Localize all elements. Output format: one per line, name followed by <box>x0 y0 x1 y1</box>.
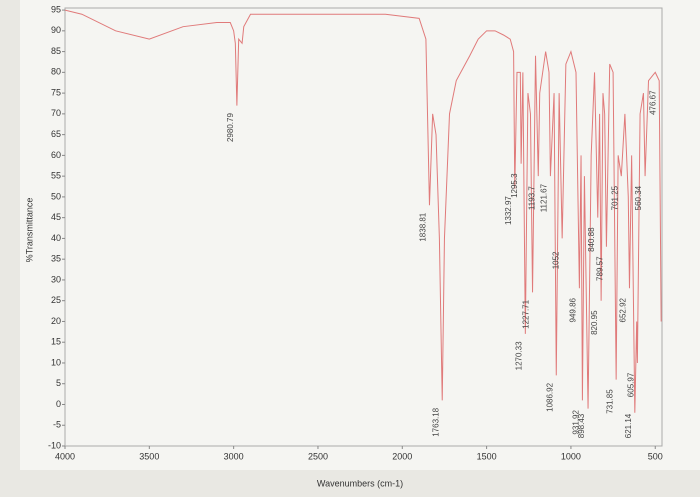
x-tick-label: 1000 <box>561 451 581 461</box>
y-tick-label: 40 <box>51 233 61 243</box>
peak-label: 621.14 <box>624 413 633 438</box>
y-tick-label: 80 <box>51 67 61 77</box>
peak-label: 1086.92 <box>545 382 554 411</box>
peak-label: 560.34 <box>634 185 643 210</box>
peak-label: 1270.33 <box>514 341 523 370</box>
x-axis-label: Wavenumbers (cm-1) <box>317 478 403 488</box>
peak-label: 789.57 <box>596 256 605 281</box>
peak-label: 949.86 <box>568 297 577 322</box>
peak-label: 898.43 <box>577 413 586 438</box>
peak-label: 701.25 <box>610 185 619 210</box>
y-tick-label: -5 <box>53 420 61 430</box>
peak-label: 476.67 <box>648 90 657 115</box>
y-tick-label: 75 <box>51 87 61 97</box>
paper <box>20 0 700 470</box>
y-tick-label: 95 <box>51 4 61 14</box>
plot-frame <box>64 7 663 447</box>
y-tick-label: 45 <box>51 212 61 222</box>
peak-label: 820.95 <box>590 310 599 335</box>
y-tick-label: 55 <box>51 171 61 181</box>
peak-label: 840.88 <box>587 227 596 252</box>
peak-label: 1838.81 <box>419 212 428 241</box>
y-tick-label: 25 <box>51 295 61 305</box>
x-tick-label: 500 <box>648 451 663 461</box>
peak-label: 1052 <box>551 251 560 269</box>
peak-label: 652.92 <box>619 297 628 322</box>
peak-label: 605.97 <box>626 372 635 397</box>
y-tick-label: -10 <box>48 440 61 450</box>
y-tick-label: 65 <box>51 129 61 139</box>
x-tick-label: 4000 <box>55 451 75 461</box>
y-tick-label: 20 <box>51 316 61 326</box>
y-axis-label: %Transmittance <box>24 198 34 263</box>
peak-label: 1121.67 <box>540 183 549 212</box>
y-tick-label: 70 <box>51 108 61 118</box>
peak-label: 1332.97 <box>504 196 513 225</box>
spectrum-line <box>64 9 662 413</box>
peak-label: 1763.18 <box>431 407 440 436</box>
x-tick-label: 1500 <box>477 451 497 461</box>
y-tick-label: 85 <box>51 46 61 56</box>
y-tick-label: 15 <box>51 337 61 347</box>
y-tick-label: 30 <box>51 274 61 284</box>
peak-label: 1193.7 <box>527 186 536 210</box>
peak-label: 731.85 <box>605 389 614 414</box>
peak-label: 931.92 <box>572 410 581 435</box>
x-tick-label: 3500 <box>139 451 159 461</box>
y-tick-label: 90 <box>51 25 61 35</box>
y-tick-label: 10 <box>51 357 61 367</box>
y-tick-label: 5 <box>56 378 61 388</box>
x-tick-label: 2000 <box>392 451 412 461</box>
peak-label: 2980.79 <box>226 113 235 142</box>
y-tick-label: 0 <box>56 399 61 409</box>
x-tick-label: 2500 <box>308 451 328 461</box>
y-tick-label: 60 <box>51 150 61 160</box>
peak-label: 1227.71 <box>522 299 531 328</box>
y-tick-label: 50 <box>51 191 61 201</box>
x-tick-label: 3000 <box>224 451 244 461</box>
y-tick-label: 35 <box>51 254 61 264</box>
peak-label: 1295.3 <box>510 173 519 198</box>
